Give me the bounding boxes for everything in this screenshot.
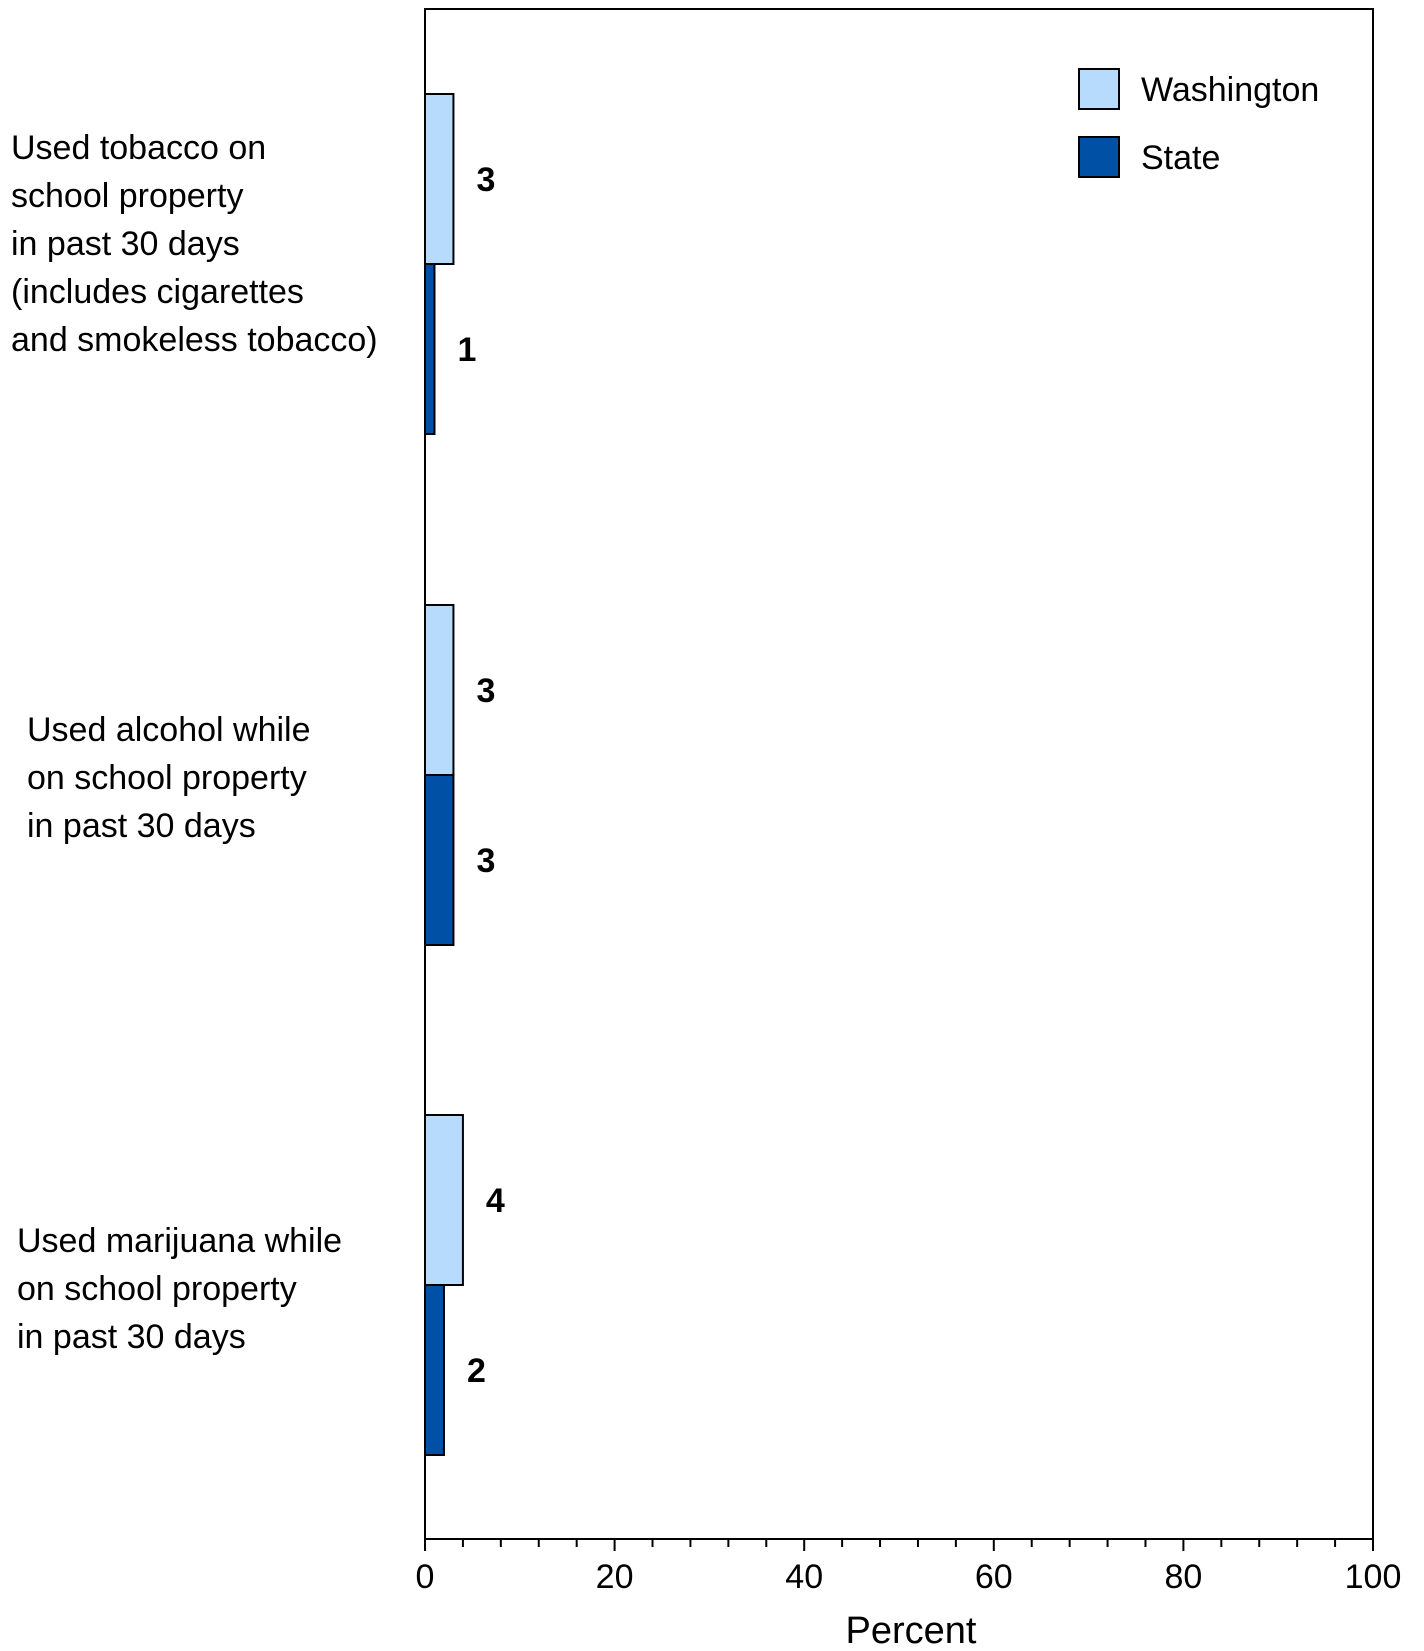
category-labels: Used tobacco on school property in past 30… (11, 129, 378, 1356)
data-label-washington-3: 4 (486, 1182, 505, 1220)
category-label-3: Used marijuana while on school property in… (17, 1222, 342, 1356)
bars: 3 3 4 1 3 2 (424, 93, 505, 1456)
x-tick-label: 100 (1345, 1558, 1402, 1596)
category-label-1: Used tobacco on school property in past 30… (11, 129, 378, 359)
category-label-line: Used marijuana while (17, 1222, 342, 1260)
legend-swatch-washington (1078, 68, 1120, 110)
category-label-line: on school property (27, 759, 307, 797)
category-label-line: Used tobacco on (11, 129, 266, 167)
bar-state-1 (424, 263, 436, 435)
category-label-2: Used alcohol while on school property in p… (27, 711, 311, 845)
data-label-state-3: 2 (467, 1352, 486, 1390)
category-label-line: (includes cigarettes (11, 273, 304, 311)
category-label-line: Used alcohol while (27, 711, 311, 749)
x-axis-title: Percent (846, 1610, 977, 1651)
x-tick-label: 40 (785, 1558, 823, 1596)
category-label-line: in past 30 days (17, 1318, 246, 1356)
category-label-line: school property (11, 177, 243, 215)
bar-state-2 (424, 774, 455, 946)
category-label-line: in past 30 days (27, 807, 256, 845)
x-tick-label: 20 (596, 1558, 634, 1596)
data-label-washington-1: 3 (476, 161, 495, 199)
bar-washington-3 (424, 1114, 464, 1286)
x-tick-label: 80 (1164, 1558, 1202, 1596)
legend-label-state: State (1141, 139, 1220, 177)
category-label-line: on school property (17, 1270, 297, 1308)
bar-washington-1 (424, 93, 455, 265)
bar-state-3 (424, 1284, 445, 1456)
bar-washington-2 (424, 604, 455, 776)
legend-label-washington: Washington (1141, 71, 1319, 109)
x-axis-ticks: 0 20 40 60 80 100 (416, 1539, 1402, 1596)
data-label-state-1: 1 (457, 331, 476, 369)
category-label-line: and smokeless tobacco) (11, 321, 378, 359)
data-label-washington-2: 3 (476, 672, 495, 710)
data-label-state-2: 3 (476, 842, 495, 880)
category-label-line: in past 30 days (11, 225, 240, 263)
plot-frame (424, 8, 1374, 1540)
legend-swatch-state (1078, 136, 1120, 178)
x-tick-label: 0 (416, 1558, 435, 1596)
legend: Washington State (1078, 68, 1319, 178)
x-tick-label: 60 (975, 1558, 1013, 1596)
